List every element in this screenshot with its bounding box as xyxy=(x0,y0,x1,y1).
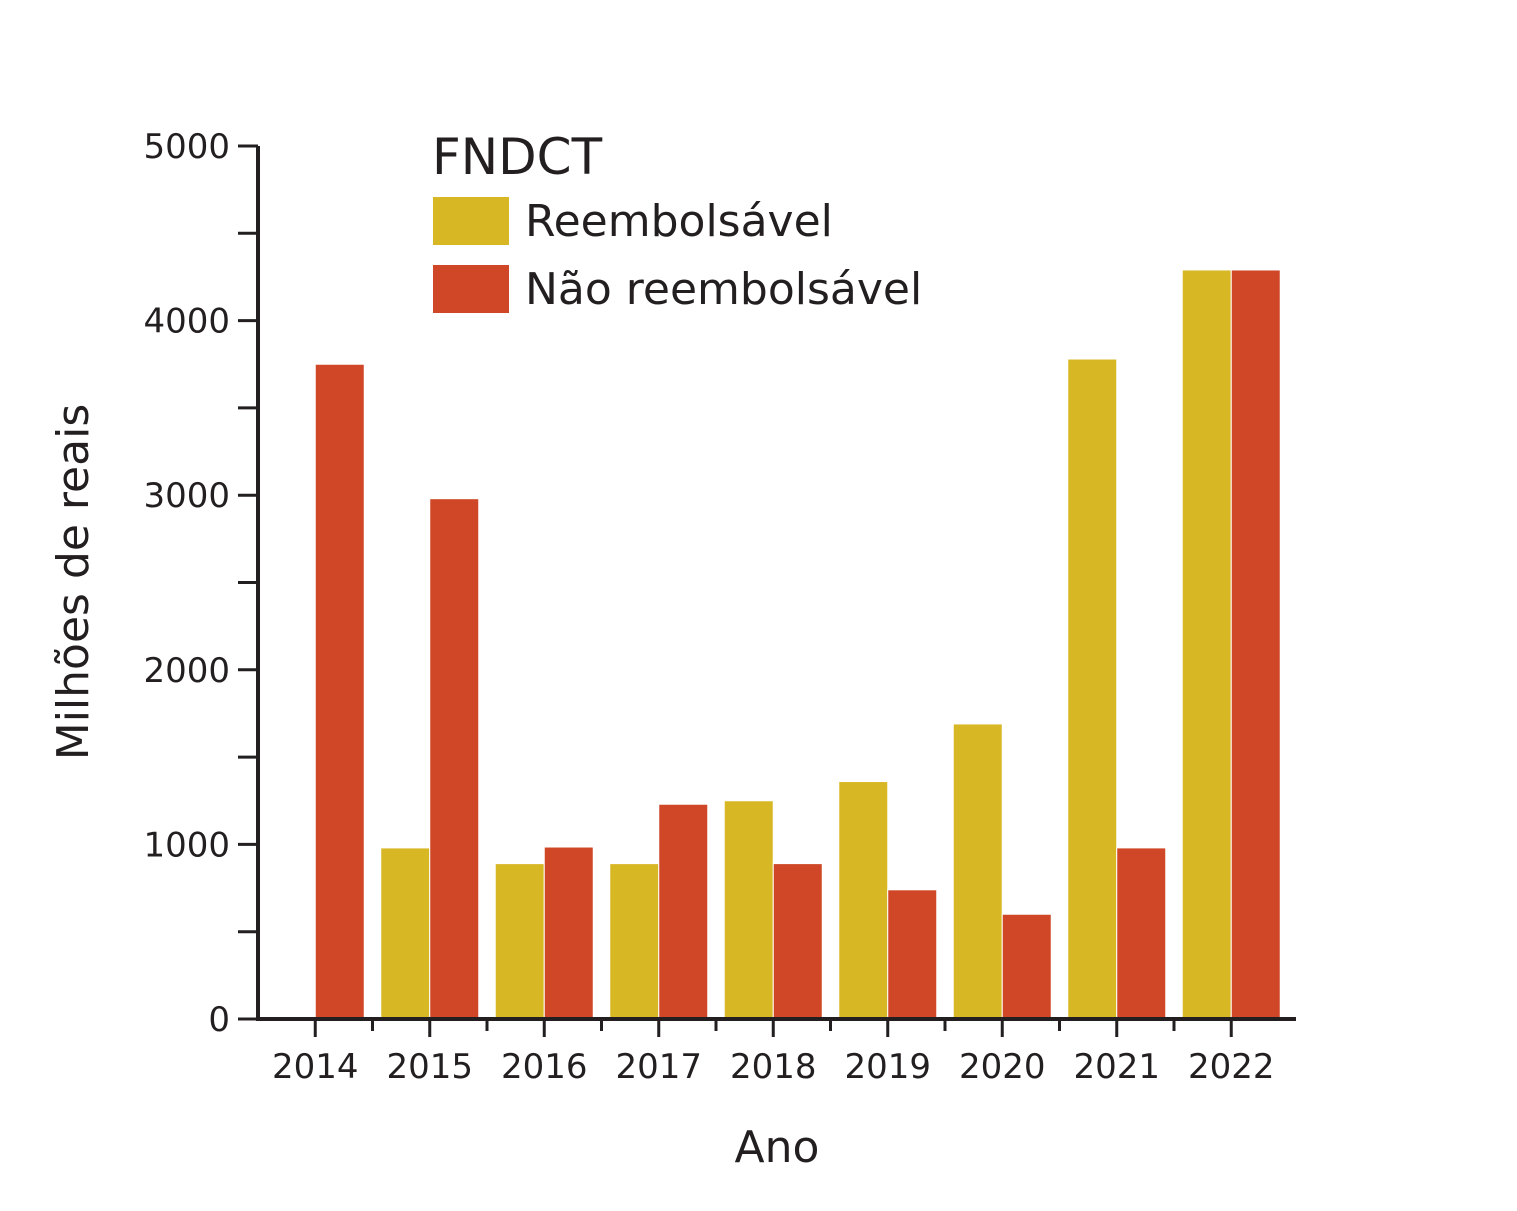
bar-reembolsavel-2017 xyxy=(609,863,660,1020)
x-tick-label-2016: 2016 xyxy=(501,1047,588,1087)
bar-reembolsavel-2015 xyxy=(380,847,431,1020)
x-tick-label-2015: 2015 xyxy=(386,1047,473,1087)
legend-swatch-reembolsavel xyxy=(433,197,509,245)
x-tick-label-2017: 2017 xyxy=(615,1047,702,1087)
bar-reembolsavel-2016 xyxy=(494,863,545,1020)
x-tick-label-2018: 2018 xyxy=(730,1047,817,1087)
bar-nao-reembolsavel-2017 xyxy=(658,803,709,1020)
y-tick-label-0: 0 xyxy=(208,1000,230,1040)
bar-nao-reembolsavel-2016 xyxy=(543,846,594,1020)
x-tick-label-2022: 2022 xyxy=(1188,1047,1275,1087)
x-axis-title: Ano xyxy=(735,1122,820,1173)
bar-nao-reembolsavel-2018 xyxy=(772,863,823,1020)
x-tick-label-2020: 2020 xyxy=(959,1047,1046,1087)
bar-reembolsavel-2019 xyxy=(838,781,889,1020)
y-ticks-group: 0 1000 2000 3000 4000 5000 xyxy=(143,127,258,1040)
x-tick-label-2014: 2014 xyxy=(272,1047,359,1087)
x-tick-label-2021: 2021 xyxy=(1073,1047,1160,1087)
bars-group xyxy=(314,269,1281,1020)
bar-nao-reembolsavel-2014 xyxy=(314,363,365,1020)
legend-label-nao-reembolsavel: Não reembolsável xyxy=(525,264,922,315)
legend-swatch-nao-reembolsavel xyxy=(433,265,509,313)
bar-nao-reembolsavel-2022 xyxy=(1230,269,1281,1020)
y-tick-label-5000: 5000 xyxy=(143,127,230,167)
y-axis-title: Milhões de reais xyxy=(48,404,99,761)
bar-reembolsavel-2020 xyxy=(952,723,1003,1020)
bar-nao-reembolsavel-2015 xyxy=(429,498,480,1020)
legend-label-reembolsavel: Reembolsável xyxy=(525,196,833,247)
y-tick-label-1000: 1000 xyxy=(143,825,230,865)
legend-title: FNDCT xyxy=(432,128,603,186)
bar-reembolsavel-2018 xyxy=(723,800,774,1020)
y-tick-label-3000: 3000 xyxy=(143,476,230,516)
bar-nao-reembolsavel-2019 xyxy=(887,889,938,1020)
bar-nao-reembolsavel-2020 xyxy=(1001,913,1052,1020)
x-ticks-group: 2014 2015 2016 2017 2018 2019 2020 2021 2022 xyxy=(272,1019,1275,1087)
x-tick-label-2019: 2019 xyxy=(844,1047,931,1087)
y-tick-label-2000: 2000 xyxy=(143,651,230,691)
y-tick-label-4000: 4000 xyxy=(143,302,230,342)
bar-nao-reembolsavel-2021 xyxy=(1116,847,1167,1020)
legend: FNDCT Reembolsável Não reembolsável xyxy=(432,128,922,315)
bar-reembolsavel-2022 xyxy=(1181,269,1232,1020)
bar-reembolsavel-2021 xyxy=(1067,358,1118,1020)
